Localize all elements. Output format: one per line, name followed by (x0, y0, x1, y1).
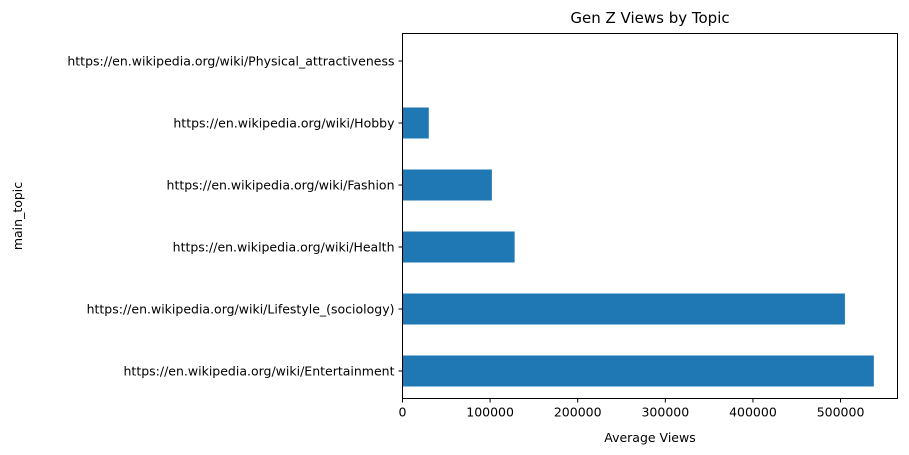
x-tick-label: 100000 (466, 405, 514, 420)
bar-2 (402, 231, 515, 263)
x-tick-label: 200000 (554, 405, 602, 420)
y-axis-ticks: https://en.wikipedia.org/wiki/Entertainm… (67, 54, 403, 379)
x-tick-label: 400000 (729, 405, 777, 420)
bar-1 (402, 293, 845, 325)
x-tick-label: 0 (399, 405, 407, 420)
y-tick-label: https://en.wikipedia.org/wiki/Hobby (173, 116, 395, 131)
y-tick-label: https://en.wikipedia.org/wiki/Physical_a… (67, 54, 394, 69)
chart-title: Gen Z Views by Topic (570, 9, 729, 27)
plot-frame (402, 33, 898, 399)
y-tick-label: https://en.wikipedia.org/wiki/Health (173, 240, 395, 255)
bar-4 (402, 107, 429, 139)
bars-group (402, 107, 874, 387)
y-axis-label: main_topic (10, 182, 25, 250)
x-tick-label: 500000 (817, 405, 865, 420)
bar-0 (402, 355, 874, 387)
y-tick-label: https://en.wikipedia.org/wiki/Fashion (167, 178, 395, 193)
y-tick-label: https://en.wikipedia.org/wiki/Lifestyle_… (87, 302, 395, 317)
x-axis-label: Average Views (604, 430, 695, 445)
x-axis-ticks: 0 100000 200000 300000 400000 500000 (399, 398, 865, 420)
bar-3 (402, 169, 492, 201)
y-tick-label: https://en.wikipedia.org/wiki/Entertainm… (124, 364, 395, 379)
x-tick-label: 300000 (641, 405, 689, 420)
